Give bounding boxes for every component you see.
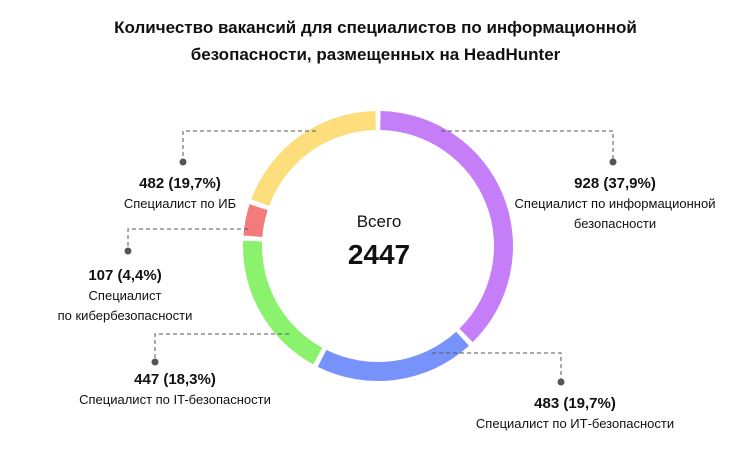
slice-value-infosec-specialist: 928 (37,9%) — [574, 175, 656, 192]
leader-ib-specialist — [182, 130, 316, 162]
slice-label-ib-specialist: 482 (19,7%) Специалист по ИБ — [95, 174, 265, 214]
slice-label-it-security-lat: 447 (18,3%) Специалист по IT-безопасност… — [55, 370, 295, 410]
chart-title-line-2: безопасности, размещенных на HeadHunter — [190, 45, 561, 64]
slice-value-ib-specialist: 482 (19,7%) — [139, 175, 221, 192]
slice-value-it-security-lat: 447 (18,3%) — [134, 371, 216, 388]
slice-name-ib-specialist: Специалист по ИБ — [123, 196, 237, 211]
slice-value-cybersecurity: 107 (4,4%) — [88, 267, 162, 284]
slice-label-cybersecurity: 107 (4,4%) Специалист по кибербезопаснос… — [25, 266, 225, 326]
slice-name-it-security-cyr: Специалист по ИТ-безопасности — [475, 416, 675, 431]
leader-it-security-cyr — [432, 352, 562, 382]
slice-name-infosec-specialist: Специалист по информационной безопасност… — [514, 196, 716, 231]
chart-title-line-1: Количество вакансий для специалистов по … — [114, 18, 637, 37]
leader-cybersecurity-dot — [124, 247, 132, 255]
slice-name-cybersecurity: Специалист по кибербезопасности — [57, 288, 193, 323]
leader-ib-specialist-dot — [179, 158, 187, 166]
leader-it-security-lat-dot — [151, 358, 159, 366]
total-value: 2447 — [347, 239, 411, 270]
leader-it-security-cyr-dot — [557, 378, 565, 386]
donut-slice-it-security-cyr — [317, 331, 469, 381]
leader-infosec-specialist-dot — [609, 158, 617, 166]
slice-value-it-security-cyr: 483 (19,7%) — [534, 395, 616, 412]
slice-name-it-security-lat: Специалист по IT-безопасности — [79, 392, 271, 407]
leader-it-security-lat — [154, 333, 289, 362]
leader-infosec-specialist — [441, 130, 614, 162]
donut-slice-it-security-lat — [243, 240, 323, 365]
chart-title: Количество вакансий для специалистов по … — [0, 14, 751, 68]
slice-label-infosec-specialist: 928 (37,9%) Специалист по информационной… — [500, 174, 730, 234]
total-label: Всего — [356, 212, 402, 231]
slice-label-it-security-cyr: 483 (19,7%) Специалист по ИТ-безопасност… — [455, 394, 695, 434]
donut-slice-infosec-specialist — [380, 111, 513, 343]
leader-cybersecurity — [127, 228, 248, 251]
donut-slice-cybersecurity — [243, 204, 268, 238]
donut-slice-ib-specialist — [251, 111, 376, 206]
